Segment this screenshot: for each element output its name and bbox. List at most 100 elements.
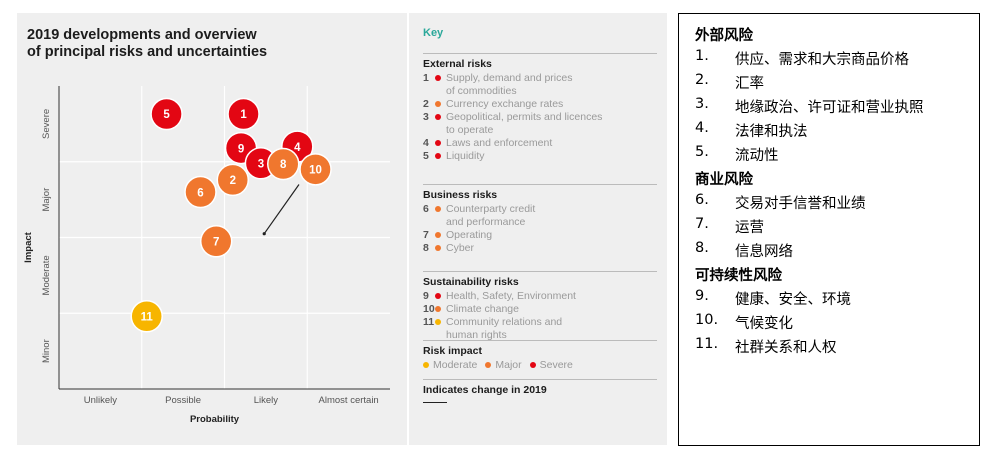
cn-item-number: 4. xyxy=(695,120,709,136)
key-item-dot xyxy=(435,114,441,120)
risk-point-6 xyxy=(184,175,217,209)
risk-impact-item: Major xyxy=(485,359,522,371)
risk-point-label: 11 xyxy=(141,311,154,323)
key-item-line: Laws and enforcement xyxy=(446,137,553,149)
key-item-label: Laws and enforcement xyxy=(446,137,552,150)
key-item-line: human rights xyxy=(446,328,507,341)
risk-point-7 xyxy=(199,225,233,258)
key-title: Key xyxy=(423,27,444,39)
key-item-line: Currency exchange rates xyxy=(446,98,564,110)
key-item-dot xyxy=(435,305,441,312)
key-item-dot xyxy=(435,205,441,212)
y-tick-label: Major xyxy=(41,188,52,212)
y-tick-label: Moderate xyxy=(41,255,52,295)
cn-group-heading: 可持续性风险 xyxy=(695,268,782,284)
key-item-label: Operating xyxy=(446,229,492,242)
key-item-line: Operating xyxy=(446,228,493,241)
key-item-line: Health, Safety, Environment xyxy=(446,289,576,302)
cn-item-number: 1. xyxy=(695,48,709,64)
key-item-dot xyxy=(435,153,441,159)
risk-point-10 xyxy=(299,153,332,186)
key-item-line: Liquidity xyxy=(446,150,485,162)
key-item-dot xyxy=(435,231,441,238)
key-item: 2 Currency exchange rates xyxy=(423,98,657,111)
cn-item-text: 运营 xyxy=(735,220,764,236)
key-item-number: 6 xyxy=(423,202,429,215)
cn-group-heading: 商业风险 xyxy=(695,172,753,188)
key-item: 6 Counterparty credit and performance xyxy=(423,203,657,229)
risk-point-8 xyxy=(267,147,300,181)
key-item-dot xyxy=(435,101,441,107)
key-item-label: Cyber xyxy=(446,242,474,255)
risk-point-label: 3 xyxy=(258,158,264,170)
risk-point-label: 9 xyxy=(238,143,244,155)
chart-title: 2019 developments and overview of princi… xyxy=(27,27,267,61)
cn-item-text: 健康、安全、环境 xyxy=(735,292,851,308)
risk-matrix-chart: Unlikely Possible Likely Almost certain Mino… xyxy=(23,86,390,425)
cn-item-text: 流动性 xyxy=(735,148,779,164)
cn-item-text: 社群关系和人权 xyxy=(735,340,837,356)
x-tick-label: Possible xyxy=(165,395,201,406)
cn-item-text: 法律和执法 xyxy=(735,124,808,140)
key-item-number: 2 xyxy=(423,98,429,110)
risk-point-label: 5 xyxy=(163,109,170,121)
key-item-number: 3 xyxy=(423,111,429,123)
risk-impact-dot xyxy=(423,362,429,368)
cn-item: 5. 流动性 xyxy=(695,144,779,165)
cn-item-text: 信息网络 xyxy=(735,244,793,260)
key-item: 3 Geopolitical, permits and licences to op… xyxy=(423,111,657,137)
key-item-line: Counterparty credit xyxy=(446,202,536,215)
cn-item-text: 地缘政治、许可证和营业执照 xyxy=(735,100,924,116)
key-item-dot xyxy=(435,244,441,251)
cn-item-number: 9. xyxy=(695,288,709,304)
key-section-heading: Business risks xyxy=(423,183,657,201)
risk-point-label: 2 xyxy=(230,175,236,187)
change-arrow xyxy=(263,184,300,235)
risk-point-label: 6 xyxy=(197,187,203,199)
key-item-number: 8 xyxy=(423,241,429,254)
cn-item: 3. 地缘政治、许可证和营业执照 xyxy=(695,96,924,117)
key-panel: Key External risks 1 Supply, demand and pr… xyxy=(409,13,667,445)
change-arrow-head xyxy=(262,232,266,236)
key-item: 9 Health, Safety, Environment xyxy=(423,290,657,303)
x-tick-label: Likely xyxy=(254,395,279,406)
risk-impact-dot xyxy=(485,362,492,368)
y-tick-label: Minor xyxy=(41,339,52,363)
cn-item-number: 6. xyxy=(695,192,709,208)
risk-impact-section: Risk impact Moderate Major Severe xyxy=(423,340,657,371)
key-item: 4 Laws and enforcement xyxy=(423,137,657,150)
cn-item-text: 交易对手信誉和业绩 xyxy=(735,196,866,212)
key-item: 1 Supply, demand and prices of commodities xyxy=(423,72,657,98)
x-tick-label: Unlikely xyxy=(84,395,118,406)
key-item-line: Supply, demand and prices xyxy=(446,72,573,84)
cn-item-text: 汇率 xyxy=(735,76,764,92)
chinese-legend-panel: 外部风险 1. 供应、需求和大宗商品价格 2. 汇率 3. 地缘政治、许可证和营业执照 4. 法… xyxy=(678,13,980,446)
key-item-line: Cyber xyxy=(446,241,475,254)
key-item-number: 4 xyxy=(423,137,429,149)
key-section-heading: External risks xyxy=(423,53,657,70)
risk-impact-item: Moderate xyxy=(423,359,477,371)
key-item-line: Geopolitical, permits and licences xyxy=(446,111,603,123)
cn-item-text: 气候变化 xyxy=(735,316,793,332)
key-item-number: 7 xyxy=(423,228,429,241)
key-section: External risks 1 Supply, demand and prices… xyxy=(423,53,657,163)
cn-item-number: 8. xyxy=(695,240,709,256)
change-heading: Indicates change in 2019 xyxy=(423,379,657,396)
key-item-number: 11 xyxy=(423,315,435,328)
cn-item: 9. 健康、安全、环境 xyxy=(695,288,851,309)
cn-item-number: 7. xyxy=(695,216,709,232)
risk-impact-row: Moderate Major Severe xyxy=(423,359,657,371)
key-item-number: 10 xyxy=(423,302,435,315)
risk-impact-label: Moderate xyxy=(433,359,478,371)
cn-item: 10. 气候变化 xyxy=(695,312,793,333)
key-item: 11 Community relations and human rights xyxy=(423,316,657,342)
risk-point-5 xyxy=(150,97,183,131)
key-item-line: and performance xyxy=(446,215,526,228)
key-item-line: of commodities xyxy=(446,85,517,97)
chart-title-line2: of principal risks and uncertainties xyxy=(27,44,268,60)
change-section: Indicates change in 2019 xyxy=(423,379,657,403)
key-item-label: Geopolitical, permits and licences to ope… xyxy=(446,111,602,137)
cn-item: 2. 汇率 xyxy=(695,72,764,93)
risk-point-label: 8 xyxy=(280,159,287,171)
key-item-number: 5 xyxy=(423,150,429,162)
